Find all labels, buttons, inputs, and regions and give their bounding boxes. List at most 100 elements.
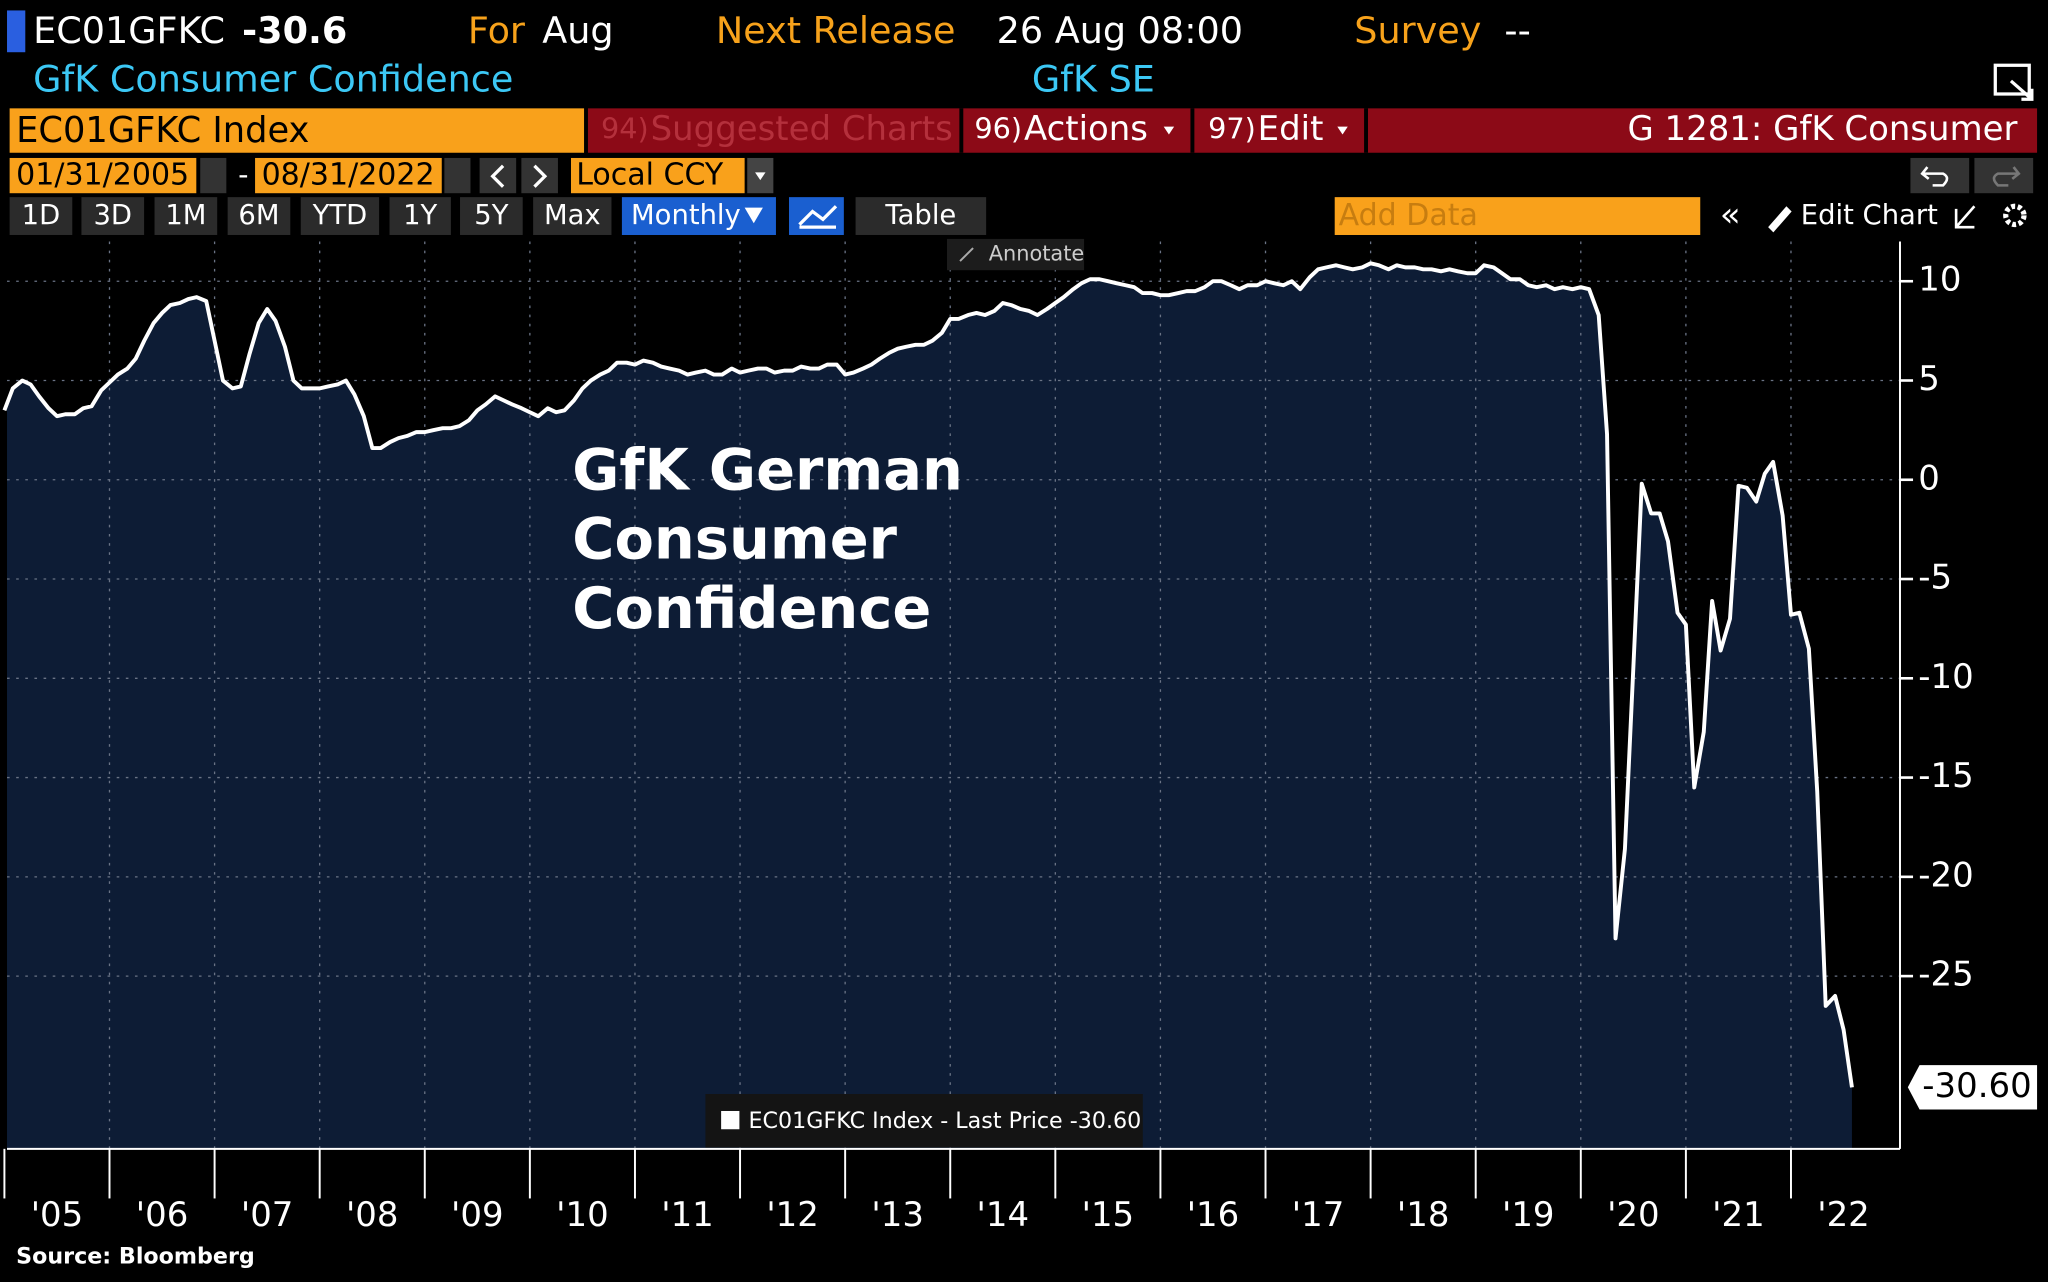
period-label: 5Y xyxy=(474,200,508,231)
period-button[interactable] xyxy=(154,197,218,235)
end-date-box[interactable] xyxy=(255,157,442,194)
edit-chart[interactable]: Edit Chart xyxy=(1801,200,1938,231)
period-label: YTD xyxy=(312,200,368,231)
annotate-button[interactable] xyxy=(946,238,1085,271)
x-tick-label: '15 xyxy=(1082,1195,1135,1235)
collapse-button[interactable]: « xyxy=(1720,195,1741,235)
x-tick-label: '08 xyxy=(346,1195,399,1235)
last-value: -30.6 xyxy=(242,9,347,52)
survey-label: Survey xyxy=(1354,9,1481,52)
period-label: 1M xyxy=(165,200,206,231)
x-tick-label: '09 xyxy=(451,1195,504,1235)
x-tick-label: '13 xyxy=(871,1195,924,1235)
x-tick-label: '07 xyxy=(241,1195,294,1235)
annotate-label: Annotate xyxy=(989,242,1085,266)
menu-key: 94) xyxy=(601,112,649,146)
menu-arrow xyxy=(1163,126,1175,135)
y-tick-label: -20 xyxy=(1918,855,1973,895)
y-tick-label: -10 xyxy=(1918,657,1973,697)
frequency-arrow xyxy=(744,207,763,224)
next-release-label: Next Release xyxy=(716,9,956,52)
table-button[interactable] xyxy=(855,197,987,235)
x-tick-label: '16 xyxy=(1187,1195,1240,1235)
y-tick-label: 0 xyxy=(1918,458,1940,498)
legend xyxy=(705,1094,1143,1148)
x-tick-label: '21 xyxy=(1712,1195,1765,1235)
period-button[interactable] xyxy=(460,197,523,235)
chart-icon xyxy=(798,205,838,229)
x-tick-label: '05 xyxy=(31,1195,84,1235)
period-button[interactable] xyxy=(81,197,145,235)
annotation: GfK German xyxy=(572,437,963,504)
dropdown-arrow xyxy=(755,172,766,181)
currency: Local CCY xyxy=(576,158,724,193)
x-tick-label: '14 xyxy=(977,1195,1030,1235)
chart-id: G 1281: GfK Consumer xyxy=(1627,109,2017,149)
currency-box[interactable] xyxy=(570,157,745,194)
last-price-box xyxy=(1907,1065,2038,1110)
y-tick-label: 10 xyxy=(1918,260,1961,300)
period-button[interactable] xyxy=(533,197,612,235)
security: EC01GFKC Index xyxy=(16,110,309,151)
security-box[interactable] xyxy=(9,108,585,153)
x-tick-label: '17 xyxy=(1292,1195,1345,1235)
menu-item[interactable]: 97) Edit xyxy=(1208,109,1348,149)
period-button[interactable] xyxy=(9,197,73,235)
next-release-value: 26 Aug 08:00 xyxy=(997,9,1243,52)
start-date: 01/31/2005 xyxy=(16,158,189,193)
x-tick-label: '18 xyxy=(1397,1195,1450,1235)
prev-button[interactable] xyxy=(479,157,517,194)
menu-label: Suggested Charts xyxy=(651,109,953,149)
survey-value: -- xyxy=(1504,9,1530,52)
end-date: 08/31/2022 xyxy=(262,158,435,193)
x-tick-label: '12 xyxy=(766,1195,819,1235)
x-tick-label: '11 xyxy=(661,1195,714,1235)
next-button[interactable] xyxy=(521,157,558,194)
period-label: 6M xyxy=(238,200,279,231)
annotate-icon xyxy=(959,247,974,262)
menu-item[interactable]: 94) Suggested Charts xyxy=(601,109,953,149)
x-tick-label: '22 xyxy=(1817,1195,1870,1235)
ticker: EC01GFKC xyxy=(33,9,225,52)
redo-button[interactable] xyxy=(1974,157,2034,194)
y-tick-label: 5 xyxy=(1918,359,1940,399)
edit-icon[interactable] xyxy=(1954,205,1976,229)
legend-label: EC01GFKC Index - Last Price -30.60 xyxy=(749,1108,1142,1134)
menu-label: Edit xyxy=(1258,109,1324,149)
line xyxy=(2,261,1854,1088)
date-separator: - xyxy=(238,157,248,191)
calendar-icon[interactable] xyxy=(200,157,227,194)
period-button[interactable] xyxy=(227,197,291,235)
menu-label: Actions xyxy=(1024,109,1148,149)
menu-bar xyxy=(587,108,2038,153)
frequency: Monthly xyxy=(631,200,741,231)
period-label: 1Y xyxy=(403,200,437,231)
menu-key: 97) xyxy=(1208,112,1256,146)
calendar-icon[interactable] xyxy=(444,157,471,194)
menu-item[interactable]: 96) Actions xyxy=(974,109,1175,149)
y-tick-label: -25 xyxy=(1918,955,1973,995)
popout-icon[interactable] xyxy=(1993,63,2034,101)
legend-swatch xyxy=(721,1110,740,1130)
x-tick-label: '10 xyxy=(556,1195,609,1235)
for-value: Aug xyxy=(542,9,613,52)
ticker-marker xyxy=(7,10,26,53)
period-label: 3D xyxy=(93,200,132,231)
start-date-box[interactable] xyxy=(9,157,197,194)
pencil-icon xyxy=(1768,206,1792,233)
add-data-box[interactable] xyxy=(1334,197,1701,235)
period-button[interactable] xyxy=(300,197,380,235)
settings-icon[interactable] xyxy=(2003,203,2027,228)
last-price-label: -30.60 xyxy=(1922,1066,2031,1106)
prev-arrow xyxy=(490,164,505,188)
menu-key: 96) xyxy=(974,112,1022,146)
undo-button[interactable] xyxy=(1910,157,1970,194)
security-name: GfK Consumer Confidence xyxy=(33,57,513,100)
table-label: Table xyxy=(884,200,956,231)
source-org: GfK SE xyxy=(1032,57,1155,100)
source: Source: Bloomberg xyxy=(16,1244,255,1270)
period-button[interactable] xyxy=(389,197,451,235)
redo-icon xyxy=(1992,166,2021,187)
x-tick-label: '20 xyxy=(1607,1195,1660,1235)
